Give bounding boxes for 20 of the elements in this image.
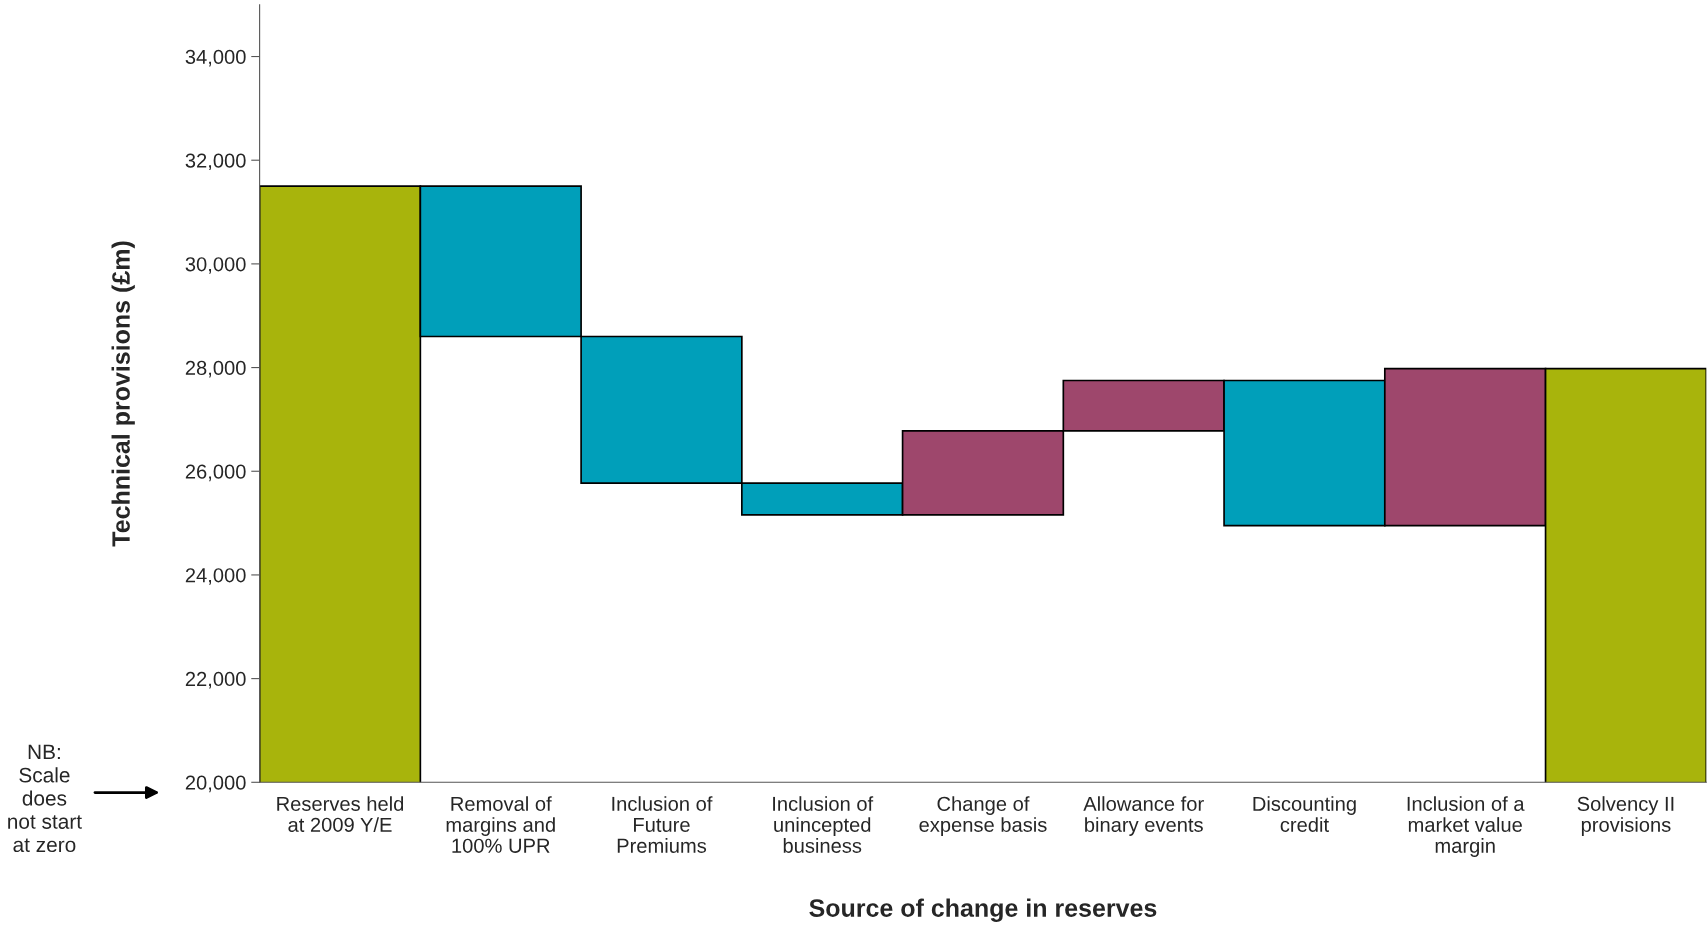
y-tick-label: 32,000 xyxy=(185,153,246,171)
y-tick-label: 22,000 xyxy=(185,671,246,689)
y-tick-label: 26,000 xyxy=(185,464,246,482)
x-axis-title: Source of change in reserves xyxy=(809,898,1157,922)
x-tick-label: Inclusion of a market value margin xyxy=(1407,796,1525,857)
x-tick-label: Allowance for binary events xyxy=(1083,796,1204,836)
x-tick-label: Solvency II provisions xyxy=(1577,796,1674,836)
y-tick-label: 30,000 xyxy=(185,257,246,274)
x-tick-label: Inclusion of unincepted business xyxy=(773,796,874,853)
x-tick-label: Reserves held at 2009 Y/E xyxy=(277,796,404,832)
x-tick-label: Inclusion of Future Premiums xyxy=(612,796,713,853)
y-tick-label: 20,000 xyxy=(185,775,246,793)
y-tick-label: 24,000 xyxy=(185,568,246,585)
text: NB: Scale does not start at zero xyxy=(8,744,82,853)
x-tick-label: Discounting credit xyxy=(1253,796,1356,832)
y-tick-label: 28,000 xyxy=(185,360,246,378)
x-tick-label: Removal of margins and 100% UPR xyxy=(446,796,555,853)
x-tick-label: Change of expense basis xyxy=(919,796,1047,836)
y-axis-title: Technical provisions (£m) xyxy=(111,241,135,547)
y-tick-label: 34,000 xyxy=(185,49,246,67)
